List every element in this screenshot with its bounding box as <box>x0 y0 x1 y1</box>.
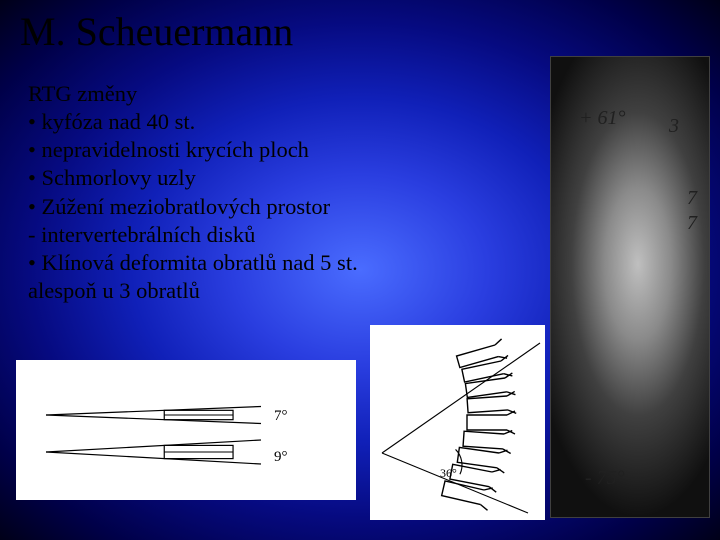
bullet-3: • Zúžení meziobratlových prostor <box>28 193 448 221</box>
xray-annotation: 7 <box>687 187 697 210</box>
bullet-4: • Klínová deformita obratlů nad 5 st. <box>28 249 448 277</box>
xray-annotation: 3 <box>669 115 679 138</box>
bullet-4-sub: alespoň u 3 obratlů <box>28 277 448 305</box>
body-heading: RTG změny <box>28 80 448 108</box>
wedge-svg: 7° 9° <box>16 360 356 500</box>
xray-annotation: 7 <box>687 212 697 235</box>
body-text: RTG změny • kyfóza nad 40 st. • nepravid… <box>28 80 448 305</box>
xray-annotation: - 75° <box>585 467 625 490</box>
xray-image-placeholder <box>551 57 709 517</box>
spine-svg: 36° <box>370 325 545 520</box>
figure-spine-angle: 36° <box>370 325 545 520</box>
bullet-3-sub: - intervertebrálních disků <box>28 221 448 249</box>
bullet-0: • kyfóza nad 40 st. <box>28 108 448 136</box>
bullet-1: • nepravidelnosti krycích ploch <box>28 136 448 164</box>
figure-xray: + 61° 3 - 75° 77 <box>550 56 710 518</box>
bullet-2: • Schmorlovy uzly <box>28 164 448 192</box>
page-title: M. Scheuermann <box>20 8 293 55</box>
slide: M. Scheuermann RTG změny • kyfóza nad 40… <box>0 0 720 540</box>
svg-text:9°: 9° <box>274 449 288 465</box>
xray-annotation: + 61° <box>579 107 626 130</box>
figure-wedge-angles: 7° 9° <box>16 360 356 500</box>
svg-text:36°: 36° <box>440 466 457 480</box>
svg-text:7°: 7° <box>274 408 288 424</box>
